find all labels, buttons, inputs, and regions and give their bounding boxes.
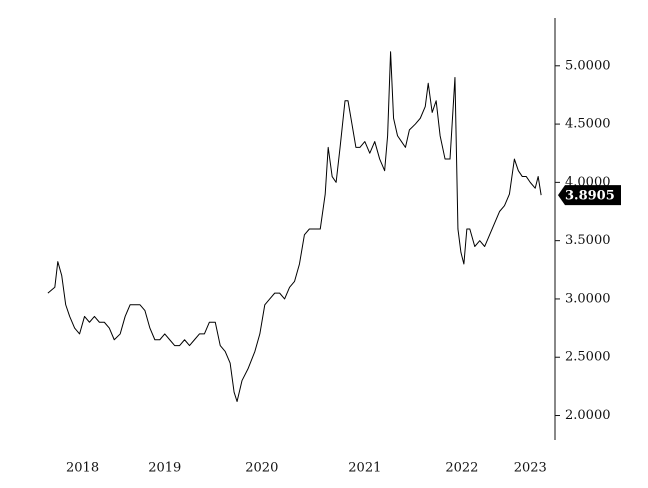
y-tick-label: 4.5000 [565,117,611,132]
x-tick-label: 2021 [348,461,381,476]
y-tick-label: 5.0000 [565,58,611,73]
x-tick-label: 2019 [148,461,181,476]
y-tick-label: 2.0000 [565,408,611,423]
last-value-label: 3.8905 [565,189,615,204]
y-tick-label: 3.0000 [565,291,611,306]
x-tick-label: 2023 [514,461,547,476]
y-tick-label: 3.5000 [565,233,611,248]
y-tick-label: 2.5000 [565,350,611,365]
price-line [47,51,542,403]
x-tick-label: 2020 [245,461,278,476]
x-tick-label: 2018 [66,461,99,476]
last-value-tag [558,185,621,206]
x-tick-label: 2022 [445,461,478,476]
